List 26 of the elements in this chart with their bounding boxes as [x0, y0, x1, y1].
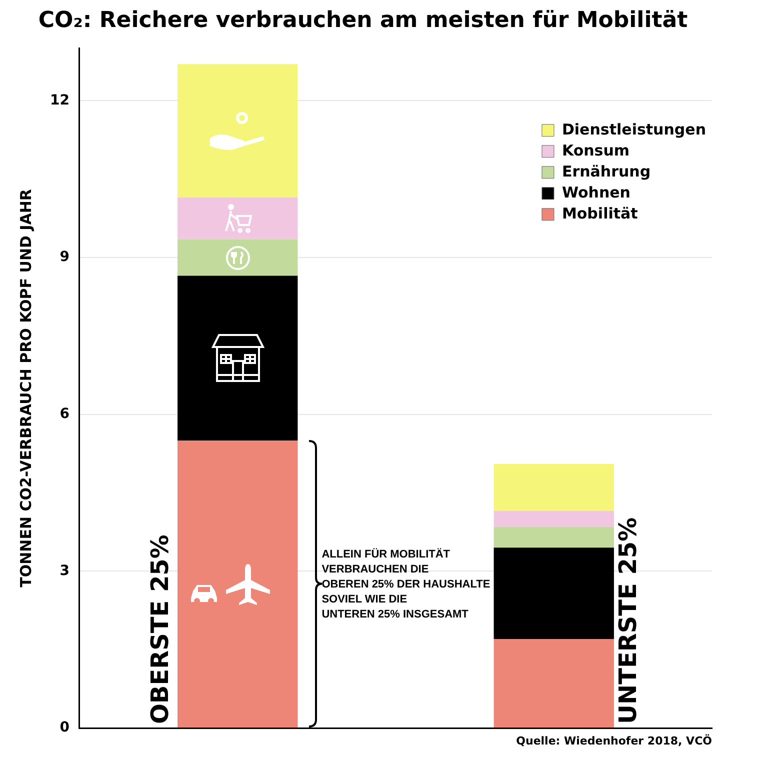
y-tick-label: 0: [60, 720, 70, 736]
x-tick-label: OBERSTE 25%: [146, 534, 174, 724]
legend-label: Ernährung: [562, 162, 651, 180]
y-tick-label: 12: [50, 92, 70, 108]
bar: [178, 197, 298, 240]
bar: [494, 548, 614, 640]
y-axis-title: TONNEN CO2-VERBRAUCH PRO KOPF UND JAHR: [16, 188, 35, 588]
legend-label: Konsum: [562, 141, 630, 160]
chart-title: CO₂: Reichere verbrauchen am meisten für Mobilität: [38, 8, 688, 33]
source-note: Quelle: Wiedenhofer 2018, VCÖ: [516, 733, 712, 748]
bar: [178, 64, 298, 198]
legend-label: Wohnen: [562, 183, 630, 202]
bar: [494, 464, 614, 512]
legend-label: Dienstleistungen: [562, 120, 706, 138]
bar: [494, 511, 614, 527]
x-tick-label: UNTERSTE 25%: [614, 517, 642, 724]
bar: [178, 276, 298, 440]
y-tick-label: 3: [60, 562, 70, 579]
y-tick-label: 9: [60, 249, 70, 266]
bar: [178, 440, 298, 728]
legend-label: Mobilität: [562, 204, 638, 222]
bar: [494, 526, 614, 548]
y-tick-label: 6: [60, 406, 70, 422]
bar: [178, 239, 298, 276]
bar: [494, 639, 614, 728]
annotation: ALLEIN FÜR MOBILITÄT VERBRAUCHEN DIE OBEREN 25% DER HAUSHALTE SOVIEL WIE DIE UNTEREN 25% INSGESAMT: [322, 547, 490, 620]
